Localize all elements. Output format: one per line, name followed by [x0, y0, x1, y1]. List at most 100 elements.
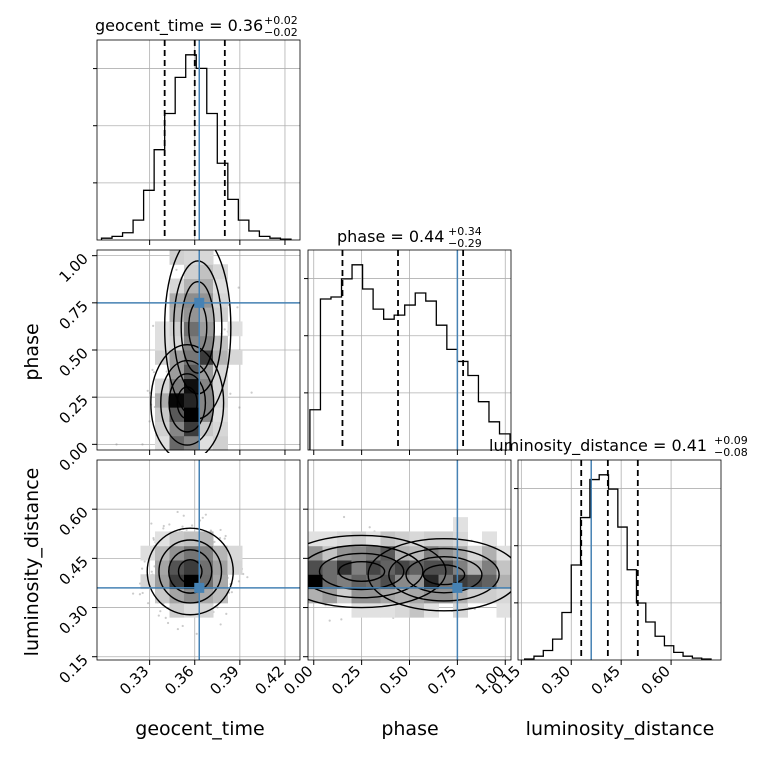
sample-point — [201, 516, 204, 519]
density-cell — [155, 392, 170, 408]
xlabel-phase: phase — [381, 718, 438, 740]
density-cell — [351, 560, 367, 575]
sample-point — [182, 514, 185, 517]
contour-line — [150, 344, 225, 453]
xtick-label-geocent_time: 0.33 — [116, 662, 152, 698]
density-cell — [155, 335, 170, 351]
density-cell — [198, 545, 214, 561]
density-cell — [169, 292, 185, 308]
truth-marker — [452, 582, 463, 593]
density-cell — [140, 545, 156, 561]
title-phase: phase = 0.44 — [337, 227, 444, 246]
sample-point — [250, 391, 253, 394]
density-cell — [467, 574, 483, 590]
contour-line — [388, 547, 500, 602]
title-phase-minus: −0.29 — [448, 237, 482, 250]
density-cell — [308, 588, 323, 604]
hist-panel-phase — [308, 250, 511, 450]
contour-line — [158, 539, 223, 604]
density-cell — [308, 531, 323, 547]
density-cell — [155, 545, 170, 561]
xtick-label-luminosity_distance: 0.30 — [538, 662, 574, 698]
density-cell — [169, 321, 185, 337]
ytick-label-phase: 0.50 — [55, 344, 91, 380]
density-cell — [169, 545, 185, 561]
xtick-label-luminosity_distance: 0.60 — [638, 662, 674, 698]
sample-point — [216, 606, 219, 609]
density-cell — [351, 588, 367, 604]
sample-point — [342, 515, 346, 519]
density-cell — [213, 545, 228, 561]
sample-point — [223, 328, 226, 331]
density-cell — [198, 250, 214, 265]
contour-line — [308, 544, 424, 599]
density-cell — [213, 560, 228, 575]
sample-point — [165, 370, 168, 373]
density-cell — [184, 364, 199, 380]
sample-point — [152, 324, 155, 327]
density-cell — [496, 588, 511, 604]
sample-point — [162, 524, 165, 528]
density-cell — [184, 392, 199, 408]
density-cell — [169, 531, 185, 547]
sample-point — [168, 523, 171, 526]
sample-point — [181, 525, 184, 528]
density-cell — [227, 350, 243, 365]
sample-point — [246, 576, 249, 579]
xtick-label-geocent_time: 0.42 — [251, 662, 287, 698]
density-cell — [184, 545, 199, 561]
density-cell — [184, 435, 199, 451]
density-cell — [169, 588, 185, 604]
xtick-label-geocent_time: 0.36 — [161, 662, 197, 698]
density-cell — [322, 588, 338, 604]
density-cell — [169, 421, 185, 437]
ytick-label-luminosity_distance: 0.60 — [55, 503, 91, 539]
density-cell — [337, 588, 352, 604]
sample-point — [152, 536, 155, 540]
density-cell — [213, 264, 228, 280]
density-cell — [213, 407, 228, 422]
xtick-label-geocent_time: 0.39 — [206, 662, 242, 698]
sample-point — [150, 522, 153, 525]
title-luminosity-distance: luminosity_distance = 0.41 — [489, 436, 707, 456]
density-cell — [169, 335, 185, 351]
sample-point — [162, 527, 165, 530]
sample-point — [166, 621, 170, 625]
sample-point — [340, 618, 343, 621]
sample-point — [218, 536, 222, 540]
density-cell — [198, 321, 214, 337]
panel-frame — [96, 39, 301, 241]
panel-frame — [96, 459, 301, 661]
density-cell — [351, 602, 367, 618]
hist-panel-luminosity_distance — [518, 460, 721, 660]
density-cell — [198, 602, 214, 618]
sample-point — [138, 593, 142, 596]
title-luminosity-distance-minus: −0.08 — [714, 446, 748, 459]
sample-point — [223, 537, 226, 540]
ytick-label-luminosity_distance: 0.30 — [55, 602, 91, 638]
sample-point — [238, 406, 241, 409]
sample-point — [157, 614, 160, 617]
density-cell — [337, 545, 352, 561]
density-cell — [184, 378, 199, 394]
sample-point — [159, 610, 162, 613]
density-cell — [155, 574, 170, 590]
sample-point — [146, 602, 150, 605]
ytick-label-luminosity_distance: 0.15 — [55, 651, 91, 687]
density-cell — [198, 350, 214, 365]
density-cell — [213, 307, 228, 322]
density-cell — [424, 574, 439, 590]
histogram-step — [524, 474, 712, 660]
xtick-label-phase: 0.00 — [280, 662, 316, 698]
ytick-label-phase: 0.00 — [55, 438, 91, 474]
sample-point — [141, 591, 144, 595]
density-cell — [322, 574, 338, 590]
sample-point — [176, 627, 179, 631]
ylabel-phase: phase — [21, 323, 43, 380]
density-cell — [184, 531, 199, 547]
density-cell — [213, 350, 228, 365]
density-cell — [482, 560, 497, 575]
density-cell — [184, 335, 199, 351]
contour-line — [146, 527, 234, 616]
density-cell — [453, 560, 468, 575]
